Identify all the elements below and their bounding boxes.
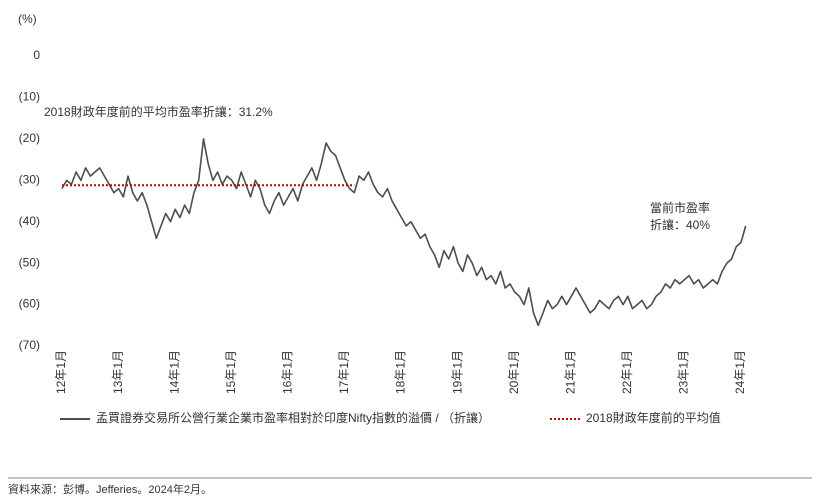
y-tick-label: (60) xyxy=(19,297,40,311)
x-tick-label: 18年1月 xyxy=(394,350,408,394)
y-tick-label: (70) xyxy=(19,338,40,352)
source: 資料來源：彭博。Jefferies。2024年2月。 xyxy=(8,482,212,496)
y-tick-label: (30) xyxy=(19,172,40,186)
x-tick-label: 21年1月 xyxy=(563,350,577,394)
x-tick-label: 17年1月 xyxy=(337,350,351,394)
annotation: 2018財政年度前的平均市盈率折讓：31.2% xyxy=(44,104,273,119)
x-tick-label: 15年1月 xyxy=(224,350,238,394)
x-tick-label: 23年1月 xyxy=(677,350,691,394)
x-tick-label: 16年1月 xyxy=(281,350,295,394)
x-tick-label: 14年1月 xyxy=(167,350,181,394)
x-tick-label: 20年1月 xyxy=(507,350,521,394)
annotation: 折讓：40% xyxy=(650,217,710,232)
x-tick-label: 22年1月 xyxy=(620,350,634,394)
y-tick-label: (20) xyxy=(19,131,40,145)
x-tick-label: 19年1月 xyxy=(450,350,464,394)
annotation: 當前市盈率 xyxy=(650,200,710,215)
y-tick-label: (10) xyxy=(19,90,40,104)
x-tick-label: 24年1月 xyxy=(733,350,747,394)
y-tick-label: (40) xyxy=(19,214,40,228)
x-tick-label: 12年1月 xyxy=(54,350,68,394)
x-tick-label: 13年1月 xyxy=(111,350,125,394)
legend-label: 孟買證券交易所公營行業企業市盈率相對於印度Nifty指數的溢價 / （折讓） xyxy=(96,410,490,425)
y-tick-label: (50) xyxy=(19,255,40,269)
y-tick-label: 0 xyxy=(33,48,40,62)
legend-label: 2018財政年度前的平均值 xyxy=(586,410,721,425)
y-axis-label: (%) xyxy=(18,12,37,26)
series-line xyxy=(61,138,747,327)
